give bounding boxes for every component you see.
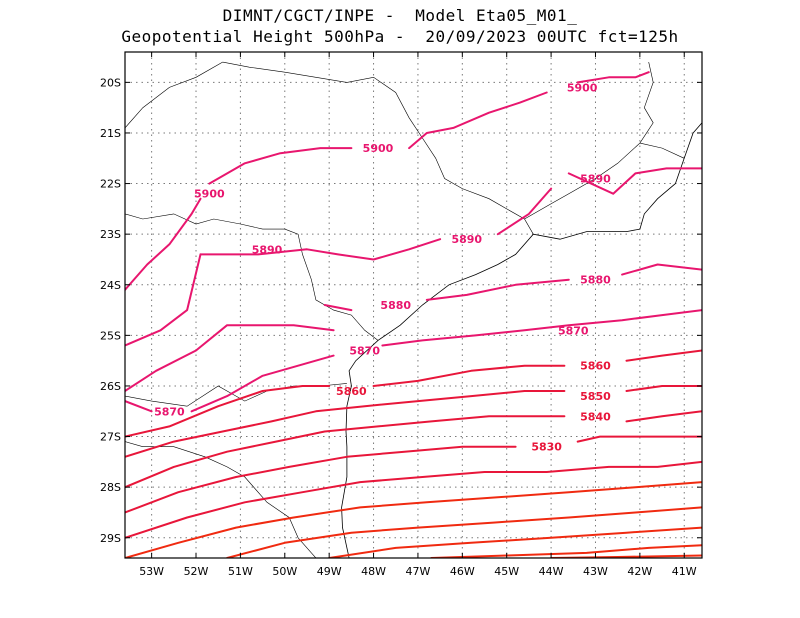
lat-tick-label: 23S: [100, 228, 121, 241]
lat-tick-label: 29S: [100, 532, 121, 545]
contour-line-5840: [125, 415, 566, 489]
contour-label: 5830: [531, 441, 562, 454]
lon-tick-label: 52W: [184, 565, 209, 578]
lon-tick-label: 51W: [228, 565, 253, 578]
contour-label: 5860: [336, 385, 367, 398]
lat-tick-label: 26S: [100, 380, 121, 393]
plot-frame: [124, 51, 703, 559]
contour-line-5860: [372, 364, 566, 387]
lon-tick-label: 46W: [450, 565, 475, 578]
contour-line-5870: [381, 309, 702, 347]
contour-label: 5890: [252, 243, 283, 256]
contour-label: 5890: [451, 233, 482, 246]
contour-label: 5840: [580, 410, 611, 423]
lon-tick-label: 43W: [583, 565, 608, 578]
contour-line-5850: [625, 385, 702, 392]
lon-tick-label: 50W: [272, 565, 297, 578]
contour-label: 5870: [349, 345, 380, 358]
coastline: [341, 122, 702, 558]
contour-line-5890: [199, 238, 442, 261]
state-border: [125, 441, 317, 558]
lat-tick-label: 25S: [100, 329, 121, 342]
contour-line-5900: [208, 147, 353, 185]
state-border: [125, 213, 379, 341]
lat-tick-label: 21S: [100, 127, 121, 140]
contour-line-5840: [625, 410, 702, 423]
lon-tick-label: 49W: [317, 565, 342, 578]
contour-labels: 5900 5900 5900 5890 5890 5890 5880 5880 5870 5870…: [154, 81, 611, 453]
contour-label: 5900: [194, 188, 225, 201]
lon-tick-label: 45W: [494, 565, 519, 578]
contour-label: 5900: [363, 142, 394, 155]
lon-tick-label: 41W: [672, 565, 697, 578]
contour-line-5810: [125, 481, 702, 558]
contour-line-5860: [125, 385, 331, 438]
state-border: [524, 62, 654, 220]
lat-tick-label: 20S: [100, 76, 121, 89]
contour-line-5900: [576, 71, 650, 84]
map-title-line-1: DIMNT/CGCT/INPE - Model Eta05_M01_: [222, 6, 578, 25]
contour-label: 5880: [380, 299, 411, 312]
contour-line-5890: [567, 167, 702, 195]
lat-tick-label: 22S: [100, 178, 121, 191]
contour-line-5880: [425, 278, 570, 301]
state-border: [222, 61, 534, 235]
lon-tick-label: 44W: [539, 565, 564, 578]
contour-line-5900: [408, 91, 548, 150]
contour-line-5870: [190, 354, 335, 413]
contour-label: 5890: [580, 173, 611, 186]
map-title-line-2: Geopotential Height 500hPa - 20/09/2023 …: [121, 27, 679, 46]
contour-label: 5850: [580, 390, 611, 403]
state-border: [639, 142, 685, 159]
contour-line-5870: [125, 324, 335, 392]
contour-label: 5870: [154, 405, 185, 418]
height-contours: [125, 71, 702, 558]
lon-tick-label: 47W: [406, 565, 431, 578]
lon-tick-label: 48W: [361, 565, 386, 578]
lat-tick-label: 28S: [100, 481, 121, 494]
contour-line-5850: [125, 390, 566, 458]
contour-line-5860: [625, 349, 702, 362]
contour-line-5830: [576, 435, 702, 443]
lon-tick-label: 42W: [627, 565, 652, 578]
axis-ticks: 20S 21S 22S 23S 24S 25S 26S 27S 28S 29S 53W 52W 51W 5…: [100, 52, 702, 578]
contour-label: 5880: [580, 274, 611, 287]
contour-label: 5900: [567, 81, 598, 94]
contour-line-5830: [125, 445, 517, 514]
contour-line-5880: [125, 253, 202, 347]
contour-line-5780: [430, 544, 702, 558]
contour-line-5790: [328, 526, 702, 558]
lat-tick-label: 24S: [100, 279, 121, 292]
contour-line-5890: [496, 187, 553, 236]
contour-line-5880: [621, 263, 702, 276]
contour-line-5820: [125, 460, 702, 539]
state-border: [125, 61, 223, 129]
contour-line-5890: [125, 197, 202, 291]
contour-line-5800: [226, 506, 702, 558]
lat-tick-label: 27S: [100, 431, 121, 444]
contour-line-5880: [323, 304, 353, 312]
contour-label: 5860: [580, 360, 611, 373]
lon-tick-label: 53W: [139, 565, 164, 578]
graticule-grid: [125, 52, 702, 558]
contour-line-5870: [125, 400, 153, 413]
contour-label: 5870: [558, 324, 589, 337]
